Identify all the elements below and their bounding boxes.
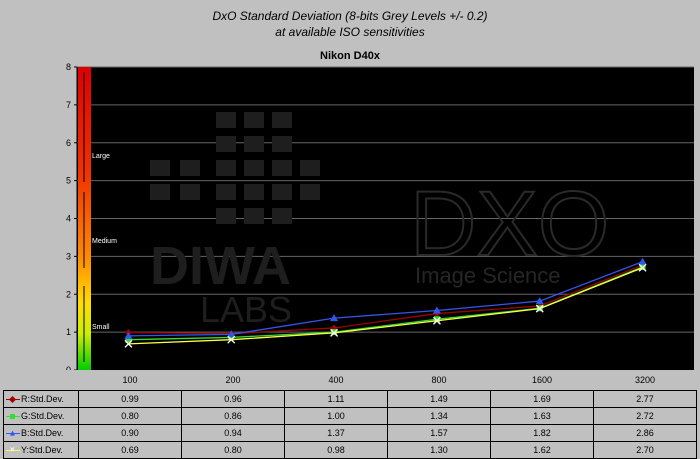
- table-row: R:Std.Dev. 0.99 0.96 1.11 1.49 1.69 2.77: [3, 390, 697, 408]
- y-tick-label: 6: [66, 138, 71, 148]
- table-cell: 1.63: [490, 407, 594, 425]
- table-cell: 0.96: [181, 390, 285, 408]
- category-label: 800: [431, 375, 447, 385]
- chart-title: DxO Standard Deviation (8-bits Grey Leve…: [212, 9, 488, 23]
- data-point: [433, 316, 440, 323]
- table-cell: 1.69: [490, 390, 594, 408]
- data-point: [227, 335, 236, 344]
- table-cell: 0.69: [78, 441, 182, 459]
- table-cell: 0.80: [78, 407, 182, 425]
- square-marker-icon: [6, 413, 20, 421]
- table-cell: 2.70: [593, 441, 697, 459]
- table-row: B:Std.Dev. 0.90 0.94 1.37 1.57 1.82 2.86: [3, 424, 697, 442]
- table-cell: 1.49: [387, 390, 491, 408]
- table-cell: 0.90: [78, 424, 182, 442]
- table-cell: 0.98: [284, 441, 388, 459]
- triangle-marker-icon: [6, 430, 20, 438]
- grid-lines: [77, 66, 694, 333]
- table-cell: 0.99: [78, 390, 182, 408]
- diwa-watermark-text: DIWA: [150, 236, 291, 296]
- dxo-watermark: DXO Image Science: [409, 172, 610, 288]
- table-cell: 1.82: [490, 424, 594, 442]
- category-label: 200: [225, 375, 241, 385]
- table-cell: 1.57: [387, 424, 491, 442]
- table-cell: 0.80: [181, 441, 285, 459]
- data-point: [124, 331, 133, 339]
- series-line-0: [128, 264, 643, 335]
- category-label: 100: [122, 375, 138, 385]
- table-cell: 1.00: [284, 407, 388, 425]
- table-cell: 1.11: [284, 390, 388, 408]
- series-line-3: [128, 267, 643, 345]
- data-point: [227, 330, 236, 338]
- table-cell: 1.34: [387, 407, 491, 425]
- data-point: [228, 334, 235, 341]
- series-lines: [124, 257, 647, 348]
- data-point: [535, 304, 544, 313]
- chart-subtitle: Nikon D40x: [320, 50, 380, 62]
- diwa-watermark: DIWA LABS: [150, 112, 320, 330]
- diamond-marker-icon: [6, 395, 20, 404]
- table-corner: [4, 370, 79, 391]
- data-point: [330, 328, 339, 337]
- y-tick-label: 1: [66, 327, 71, 337]
- table-row: G:Std.Dev. 0.80 0.86 1.00 1.34 1.63 2.72: [3, 407, 697, 425]
- category-label: 3200: [634, 375, 656, 385]
- table-cell: 0.94: [181, 424, 285, 442]
- dxo-watermark-subtext: Image Science: [415, 263, 561, 288]
- category-label: 400: [328, 375, 344, 385]
- y-tick-label: 3: [66, 251, 71, 261]
- data-point: [330, 314, 339, 322]
- table-row: × Y:Std.Dev. 0.69 0.80 0.98 1.30 1.62 2.7…: [3, 441, 697, 459]
- dxo-watermark-text: DXO: [410, 173, 609, 275]
- table-cell: 1.62: [490, 441, 594, 459]
- y-tick-label: 8: [66, 62, 71, 72]
- chart-title-line2: at available ISO sensitivities: [275, 25, 425, 39]
- series-label-b: B:Std.Dev.: [3, 424, 79, 442]
- series-line-2: [128, 261, 643, 337]
- data-table: 100 200 400 800 1600 3200 R:Std.Dev. 0.9…: [3, 370, 697, 459]
- series-label-y: × Y:Std.Dev.: [3, 441, 79, 459]
- y-tick-label: 7: [66, 100, 71, 110]
- table-cell: 2.86: [593, 424, 697, 442]
- data-point: [125, 336, 132, 343]
- series-label-r: R:Std.Dev.: [3, 390, 79, 408]
- scale-labels: Large Medium Small: [92, 153, 117, 331]
- data-point: [638, 257, 647, 265]
- x-marker-icon: ×: [6, 445, 20, 455]
- y-axis: 012345678: [66, 62, 78, 375]
- table-header-row: 100 200 400 800 1600 3200: [4, 370, 697, 391]
- labs-watermark-text: LABS: [200, 289, 292, 330]
- table-cell: 0.86: [181, 407, 285, 425]
- table-cell: 1.37: [284, 424, 388, 442]
- table-cell: 2.72: [593, 407, 697, 425]
- scale-label-small: Small: [92, 324, 110, 331]
- data-point: [432, 306, 441, 314]
- series-label-g: G:Std.Dev.: [3, 407, 79, 425]
- y-tick-label: 2: [66, 289, 71, 299]
- data-point: [432, 316, 441, 325]
- scale-label-large: Large: [92, 153, 110, 160]
- category-label: 1600: [531, 375, 553, 385]
- y-tick-label: 4: [66, 214, 71, 224]
- data-point: [638, 263, 647, 272]
- table-cell: 2.77: [593, 390, 697, 408]
- scale-label-medium: Medium: [92, 238, 117, 245]
- table-cell: 1.30: [387, 441, 491, 459]
- data-point: [535, 297, 544, 305]
- data-point: [124, 339, 133, 348]
- y-tick-label: 5: [66, 176, 71, 186]
